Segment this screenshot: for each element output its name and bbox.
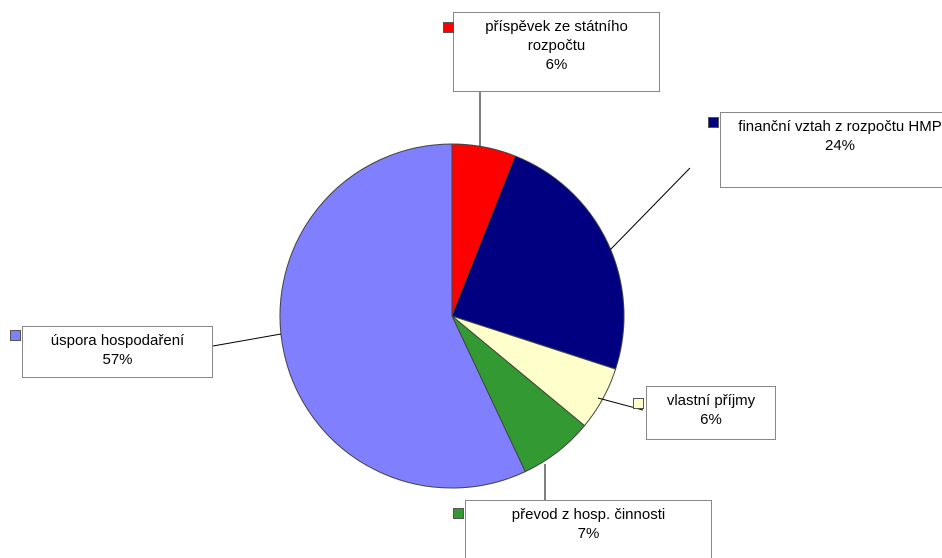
- slice-label: úspora hospodaření 57%: [22, 326, 213, 378]
- label-value: 24%: [824, 137, 856, 154]
- pie-slice: [451, 155, 625, 370]
- legend-key: [633, 398, 644, 409]
- pie-slice: [279, 143, 526, 489]
- label-name: příspěvek ze státního rozpočtu: [485, 18, 628, 54]
- slice-label: převod z hosp. činnosti 7%: [465, 500, 712, 558]
- slice-label: finanční vztah z rozpočtu HMP 24%: [720, 112, 942, 188]
- label-name: úspora hospodaření: [50, 332, 185, 349]
- legend-key: [708, 117, 719, 128]
- slice-label: příspěvek ze státního rozpočtu 6%: [453, 12, 660, 92]
- label-name: převod z hosp. činnosti: [511, 506, 666, 523]
- label-value: 57%: [102, 351, 133, 368]
- label-name: vlastní příjmy: [666, 392, 756, 409]
- legend-key: [443, 22, 454, 33]
- label-value: 7%: [577, 525, 600, 542]
- label-value: 6%: [545, 56, 568, 73]
- leader-line: [212, 333, 282, 347]
- slice-label: vlastní příjmy 6%: [646, 386, 776, 440]
- label-name: finanční vztah z rozpočtu HMP: [738, 118, 942, 135]
- legend-key: [453, 508, 464, 519]
- leader-line: [609, 167, 691, 251]
- label-value: 6%: [700, 411, 722, 428]
- legend-key: [10, 330, 21, 341]
